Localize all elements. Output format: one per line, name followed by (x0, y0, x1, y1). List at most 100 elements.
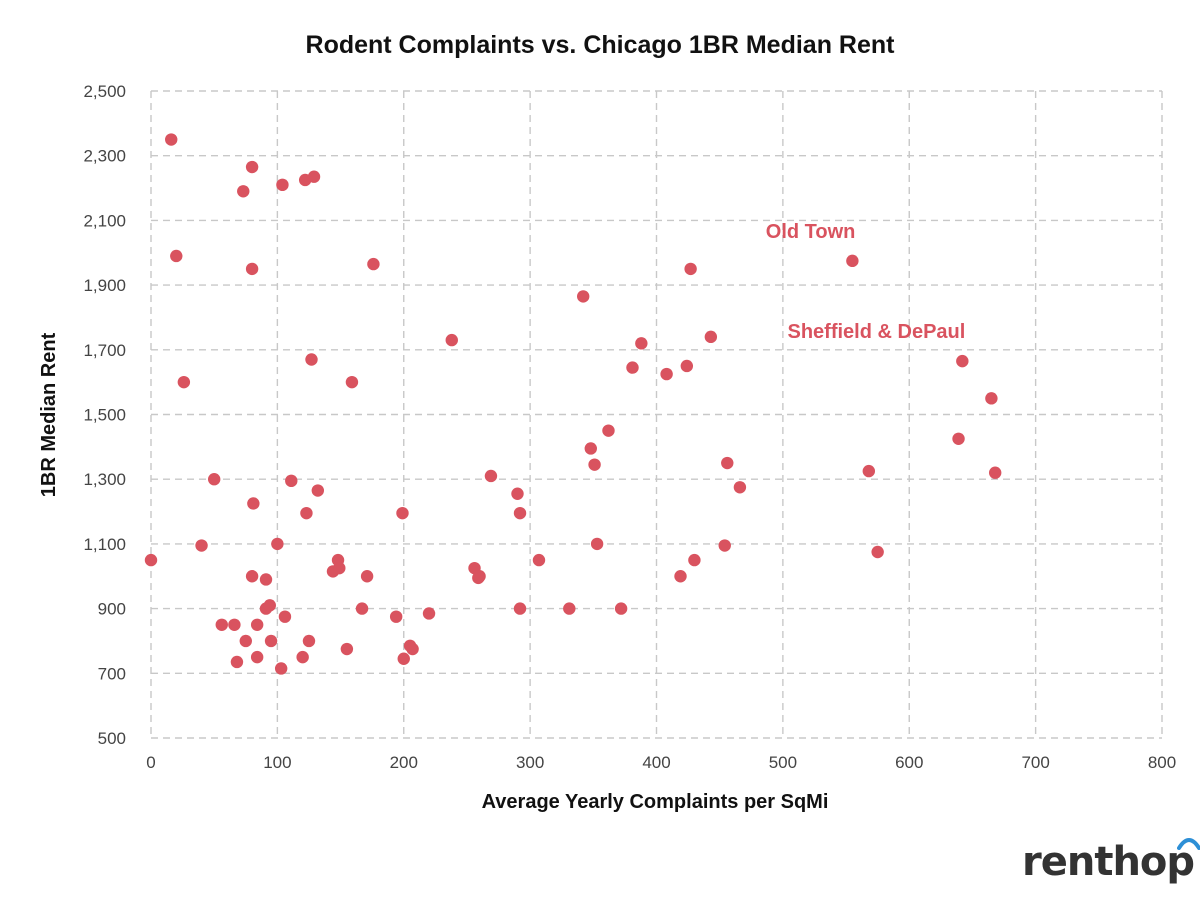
data-point (626, 361, 639, 374)
logo-arc-icon (1177, 838, 1200, 850)
y-tick-label: 1,700 (83, 341, 126, 360)
x-tick-label: 600 (895, 753, 923, 772)
y-tick-label: 1,900 (83, 276, 126, 295)
y-tick-label: 1,500 (83, 406, 126, 425)
data-point (684, 262, 697, 276)
renthop-logo: renthop (1022, 838, 1200, 886)
data-point (660, 367, 673, 381)
logo-text: renthop (1022, 839, 1195, 885)
y-tick-label: 900 (98, 600, 126, 619)
data-point (577, 290, 590, 303)
data-point (862, 464, 876, 478)
tick-labels: 500 700 900 1,100 1,300 1,500 1,700 1,900 2,100 2… (83, 82, 1176, 772)
data-point (602, 424, 615, 437)
annotations: Old Town Sheffield & DePaul (766, 221, 966, 343)
data-point (588, 458, 601, 471)
data-point (389, 610, 403, 623)
x-tick-label: 700 (1021, 753, 1049, 772)
data-point (311, 484, 325, 497)
data-point (230, 655, 244, 669)
data-point (285, 474, 298, 488)
data-point (397, 652, 410, 665)
data-point (250, 618, 264, 631)
data-point (245, 262, 259, 276)
data-point (445, 333, 458, 347)
chart-title: Rodent Complaints vs. Chicago 1BR Median… (306, 31, 896, 59)
data-point (170, 249, 183, 263)
data-point (207, 473, 221, 486)
data-point (296, 650, 309, 664)
data-point (245, 160, 259, 174)
x-tick-label: 100 (263, 753, 291, 772)
data-point (584, 442, 597, 455)
x-tick-label: 500 (769, 753, 797, 772)
x-tick-label: 800 (1148, 753, 1176, 772)
data-point (247, 497, 260, 510)
data-point (259, 573, 273, 586)
data-point (563, 602, 576, 615)
data-point (952, 432, 965, 445)
data-point (195, 539, 208, 552)
y-axis-label: 1BR Median Rent (38, 332, 60, 497)
y-tick-label: 2,500 (83, 82, 126, 101)
data-point (614, 602, 628, 615)
data-point (988, 466, 1002, 479)
data-points (144, 133, 1002, 675)
annotation-label: Old Town (766, 221, 856, 243)
x-tick-label: 300 (516, 753, 544, 772)
data-point (345, 375, 359, 389)
data-point (688, 553, 701, 567)
data-point (733, 481, 747, 494)
data-point (846, 254, 859, 268)
data-point (245, 570, 259, 583)
x-axis-label: Average Yearly Complaints per SqMi (482, 791, 829, 813)
x-tick-label: 0 (146, 753, 155, 772)
data-point (513, 506, 527, 520)
data-point (367, 257, 380, 271)
data-point (532, 553, 546, 567)
data-point (513, 602, 527, 615)
data-point (355, 602, 369, 615)
data-point (406, 642, 419, 656)
data-point (704, 330, 718, 344)
data-point (274, 662, 288, 675)
data-point (396, 506, 409, 520)
y-tick-label: 2,100 (83, 211, 126, 230)
x-tick-label: 400 (642, 753, 670, 772)
data-point (177, 375, 191, 389)
data-point (721, 456, 734, 470)
grid-lines (150, 90, 1163, 739)
data-point (302, 634, 316, 648)
data-point (250, 650, 264, 664)
data-point (333, 561, 346, 575)
data-point (511, 487, 524, 500)
data-point (484, 469, 498, 483)
data-point (985, 392, 998, 405)
data-point (871, 545, 884, 559)
data-point (307, 170, 321, 183)
y-tick-label: 700 (98, 664, 126, 683)
data-point (340, 642, 354, 656)
data-point (422, 607, 436, 620)
data-point (271, 537, 284, 551)
data-point (473, 570, 486, 583)
x-tick-label: 200 (390, 753, 418, 772)
y-tick-label: 500 (98, 729, 126, 748)
annotation-label: Sheffield & DePaul (788, 321, 966, 343)
data-point (228, 618, 241, 631)
y-tick-label: 1,100 (83, 535, 126, 554)
data-point (680, 359, 694, 373)
data-point (263, 599, 276, 612)
data-point (278, 610, 292, 623)
data-point (264, 634, 278, 648)
data-point (300, 506, 313, 520)
data-point (305, 353, 318, 366)
data-point (674, 570, 687, 583)
data-point (635, 337, 648, 350)
y-tick-label: 2,300 (83, 147, 126, 166)
data-point (239, 634, 252, 648)
data-point (360, 570, 374, 583)
data-point (276, 178, 289, 192)
data-point (590, 537, 604, 551)
